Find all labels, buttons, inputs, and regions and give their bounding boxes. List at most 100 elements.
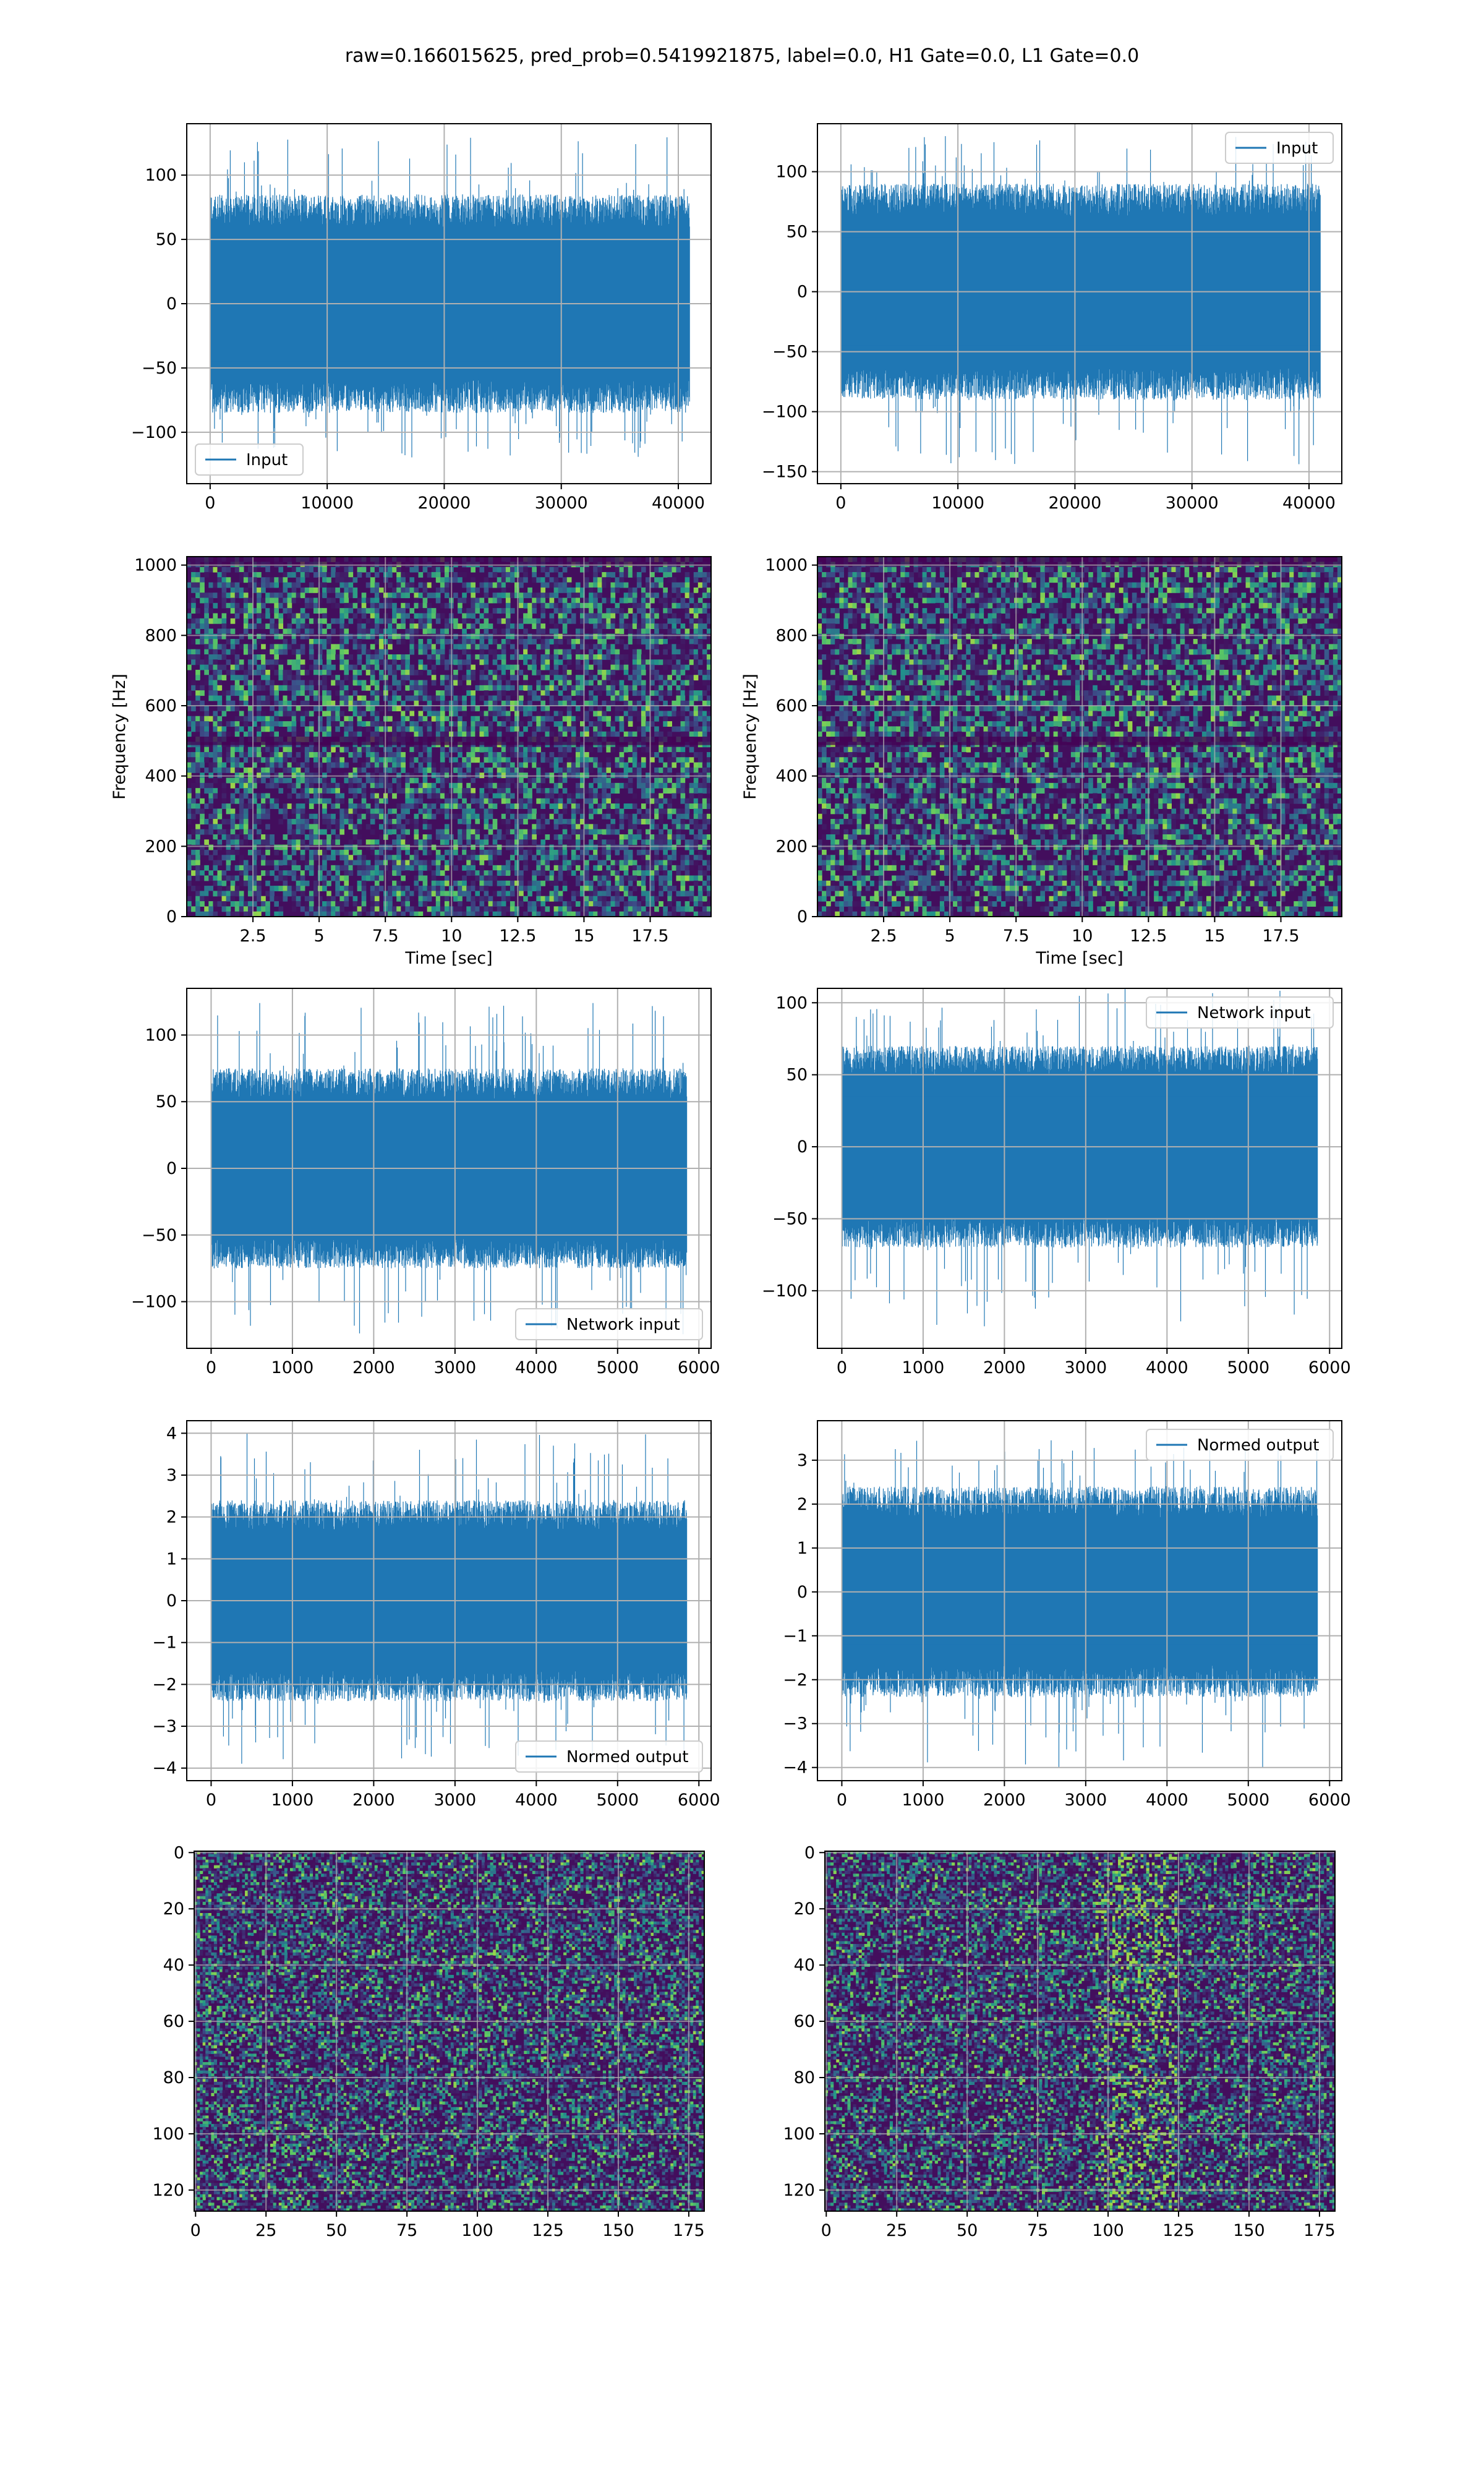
x-axis-label: Time [sec]: [1035, 949, 1123, 968]
y-axis-label: Frequency [Hz]: [741, 674, 760, 800]
y-tick-label: 1000: [765, 556, 808, 575]
y-tick-label: 60: [794, 2012, 815, 2031]
legend: Normed output: [515, 1740, 703, 1773]
y-tick-label: 200: [775, 837, 808, 856]
x-tick-label: 30000: [1166, 494, 1219, 513]
legend-label: Normed output: [1197, 1436, 1319, 1455]
x-tick-label: 3000: [434, 1791, 477, 1810]
y-tick-label: 0: [166, 1591, 177, 1611]
heatmap-image: [194, 1851, 704, 2211]
x-tick-label: 10: [1072, 927, 1093, 946]
line-series: [841, 1440, 1318, 1767]
subplot-image-h1: 0 25 50 75 100 125 150 175 0 20 40 60 80 100 120: [152, 1843, 705, 2240]
y-tick-label: −50: [772, 1209, 808, 1228]
axes-frame: [824, 1851, 1336, 2212]
x-tick-label: 25: [255, 2221, 276, 2240]
x-tick-label: 50: [326, 2221, 347, 2240]
heatmap-image: [817, 557, 1342, 917]
y-tick-label: 0: [174, 1843, 184, 1862]
y-tick-label: 80: [794, 2068, 815, 2087]
x-tick-label: 0: [835, 494, 846, 513]
subplot-input-l1: 0 10000 20000 30000 40000 −150 −100 −50 0 50 100 In…: [762, 123, 1342, 513]
y-tick-label: 200: [145, 837, 177, 856]
line-series: [210, 137, 690, 458]
x-tick-label: 3000: [1065, 1358, 1107, 1377]
y-tick-label: 0: [797, 907, 808, 927]
legend-label: Normed output: [566, 1748, 688, 1766]
x-tick-label: 100: [461, 2221, 493, 2240]
x-tick-label: 7.5: [1003, 927, 1030, 946]
x-tick-label: 40000: [652, 494, 705, 513]
x-tick-label: 12.5: [499, 927, 536, 946]
x-tick-label: 75: [1027, 2221, 1048, 2240]
x-tick-label: 3000: [434, 1358, 477, 1377]
y-tick-label: 100: [145, 166, 177, 185]
subplot-spec-l1: 2.5 5 7.5 10 12.5 15 17.5 0 200 400 600 800 1000 Time…: [741, 556, 1342, 968]
y-tick-label: −50: [772, 343, 808, 362]
x-tick-label: 5: [314, 927, 325, 946]
x-tick-label: 0: [837, 1358, 847, 1377]
x-tick-label: 25: [886, 2221, 907, 2240]
x-tick-label: 2.5: [240, 927, 267, 946]
x-tick-label: 20000: [417, 494, 471, 513]
y-tick-label: 1000: [134, 556, 177, 575]
x-tick-label: 50: [957, 2221, 978, 2240]
y-tick-label: 4: [166, 1424, 177, 1443]
subplot-image-l1: 0 25 50 75 100 125 150 175 0 20 40 60 80 100 120: [783, 1843, 1336, 2240]
x-tick-label: 6000: [1308, 1791, 1351, 1810]
axes-frame: [817, 556, 1342, 917]
y-tick-label: 60: [163, 2012, 184, 2031]
y-tick-label: 0: [797, 1583, 808, 1602]
y-tick-label: −3: [152, 1717, 177, 1736]
axes-frame: [817, 123, 1342, 484]
legend-label: Network input: [1197, 1004, 1311, 1022]
y-tick-label: 100: [145, 1025, 177, 1045]
x-tick-label: 175: [673, 2221, 705, 2240]
x-tick-label: 7.5: [372, 927, 399, 946]
x-tick-label: 0: [206, 1791, 216, 1810]
y-tick-label: 800: [145, 626, 177, 645]
axes-frame: [817, 988, 1342, 1349]
x-tick-label: 150: [602, 2221, 634, 2240]
y-tick-label: 400: [775, 767, 808, 786]
subplot-grid: 0 10000 20000 30000 40000−100−50050100Input0…: [110, 123, 1351, 2240]
y-tick-label: 20: [163, 1899, 184, 1919]
x-tick-label: 1000: [902, 1791, 945, 1810]
grid-lines: [825, 1851, 1335, 2211]
y-tick-label: −50: [142, 1226, 177, 1245]
y-tick-label: 0: [797, 1137, 808, 1157]
x-tick-label: 10: [441, 927, 462, 946]
subplot-normed-output-h1: 0 1000 2000 3000 4000 5000 6000 −4 −3 −2 −1 0 1 2 3 4 No…: [152, 1420, 720, 1810]
x-tick-label: 0: [190, 2221, 201, 2240]
y-tick-label: 20: [794, 1899, 815, 1919]
grid-lines: [817, 1421, 1342, 1781]
y-tick-label: −100: [131, 423, 177, 442]
y-tick-label: 2: [797, 1495, 808, 1514]
x-tick-label: 3000: [1065, 1791, 1107, 1810]
y-tick-label: −150: [762, 463, 808, 482]
x-tick-label: 150: [1233, 2221, 1265, 2240]
x-tick-label: 5000: [1227, 1358, 1269, 1377]
x-tick-label: 125: [532, 2221, 564, 2240]
grid-lines: [817, 124, 1342, 484]
legend: Input: [1225, 132, 1334, 164]
x-tick-label: 75: [396, 2221, 417, 2240]
x-tick-label: 10000: [931, 494, 984, 513]
y-tick-label: −1: [783, 1627, 808, 1646]
x-tick-label: 4000: [1146, 1791, 1188, 1810]
x-tick-label: 5000: [596, 1791, 639, 1810]
y-tick-label: −1: [152, 1633, 177, 1653]
y-tick-label: 80: [163, 2068, 184, 2087]
y-tick-label: 50: [787, 223, 808, 242]
subplot-network-input-h1: 0 1000 2000 3000 4000 5000 6000 −100 −50 0 50 100 Ne…: [131, 988, 720, 1377]
subplot-spec-h1: 2.5 5 7.5 10 12.5 15 17.5 0 200 400 600 800 1000 Time…: [110, 556, 712, 968]
heatmap-image: [825, 1851, 1335, 2211]
y-tick-label: 100: [152, 2125, 184, 2144]
grid-lines: [194, 1851, 704, 2211]
x-tick-label: 6000: [678, 1791, 720, 1810]
y-tick-label: 100: [775, 993, 808, 1012]
x-tick-label: 4000: [515, 1358, 558, 1377]
line-series: [210, 1433, 688, 1764]
x-tick-label: 100: [1092, 2221, 1124, 2240]
